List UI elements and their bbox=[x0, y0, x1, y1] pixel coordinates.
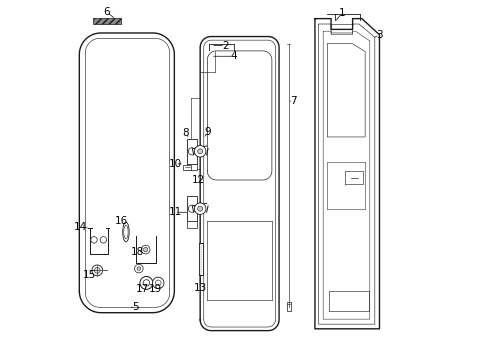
Circle shape bbox=[141, 245, 150, 254]
Circle shape bbox=[100, 237, 107, 243]
Text: 4: 4 bbox=[231, 51, 238, 61]
Circle shape bbox=[195, 145, 206, 157]
Circle shape bbox=[91, 237, 97, 243]
Circle shape bbox=[143, 280, 149, 286]
Circle shape bbox=[195, 203, 206, 215]
Circle shape bbox=[197, 149, 203, 154]
Circle shape bbox=[137, 267, 141, 270]
Text: 2: 2 bbox=[222, 41, 229, 50]
Text: 11: 11 bbox=[169, 207, 182, 217]
Bar bbox=[187, 196, 197, 221]
Circle shape bbox=[188, 205, 196, 212]
Text: 13: 13 bbox=[194, 283, 207, 293]
Text: 8: 8 bbox=[182, 129, 189, 138]
Circle shape bbox=[155, 280, 161, 286]
Text: 16: 16 bbox=[115, 216, 128, 226]
Bar bbox=[199, 243, 203, 275]
Bar bbox=[187, 139, 197, 164]
Text: 19: 19 bbox=[149, 284, 162, 294]
Text: 1: 1 bbox=[339, 8, 345, 18]
Bar bbox=[187, 164, 197, 170]
Bar bbox=[183, 165, 191, 170]
Text: 10: 10 bbox=[169, 159, 182, 169]
Circle shape bbox=[140, 276, 153, 289]
Text: 18: 18 bbox=[131, 247, 144, 257]
Bar bbox=[93, 18, 122, 24]
Circle shape bbox=[135, 264, 143, 273]
Text: 9: 9 bbox=[204, 127, 211, 136]
Text: 12: 12 bbox=[192, 175, 205, 185]
Circle shape bbox=[197, 206, 203, 211]
Text: 17: 17 bbox=[136, 284, 149, 294]
Circle shape bbox=[95, 267, 100, 273]
Text: 14: 14 bbox=[74, 222, 87, 231]
Circle shape bbox=[188, 148, 196, 155]
Text: 15: 15 bbox=[82, 270, 96, 280]
Text: 6: 6 bbox=[103, 7, 110, 17]
Circle shape bbox=[92, 265, 102, 276]
Bar bbox=[287, 302, 291, 311]
Ellipse shape bbox=[124, 225, 128, 239]
Ellipse shape bbox=[122, 222, 129, 242]
Text: 3: 3 bbox=[376, 30, 383, 40]
Circle shape bbox=[144, 247, 148, 252]
Text: 7: 7 bbox=[290, 96, 297, 106]
Bar bbox=[187, 221, 197, 228]
Circle shape bbox=[152, 277, 164, 289]
Text: 5: 5 bbox=[132, 302, 139, 312]
